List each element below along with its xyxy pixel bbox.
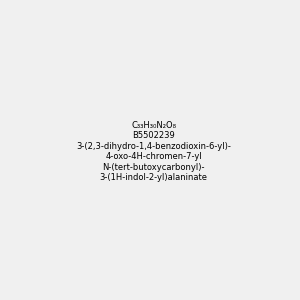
Text: C₃₃H₃₀N₂O₈
B5502239
3-(2,3-dihydro-1,4-benzodioxin-6-yl)-
4-oxo-4H-chromen-7-yl
: C₃₃H₃₀N₂O₈ B5502239 3-(2,3-dihydro-1,4-b… (76, 121, 231, 182)
